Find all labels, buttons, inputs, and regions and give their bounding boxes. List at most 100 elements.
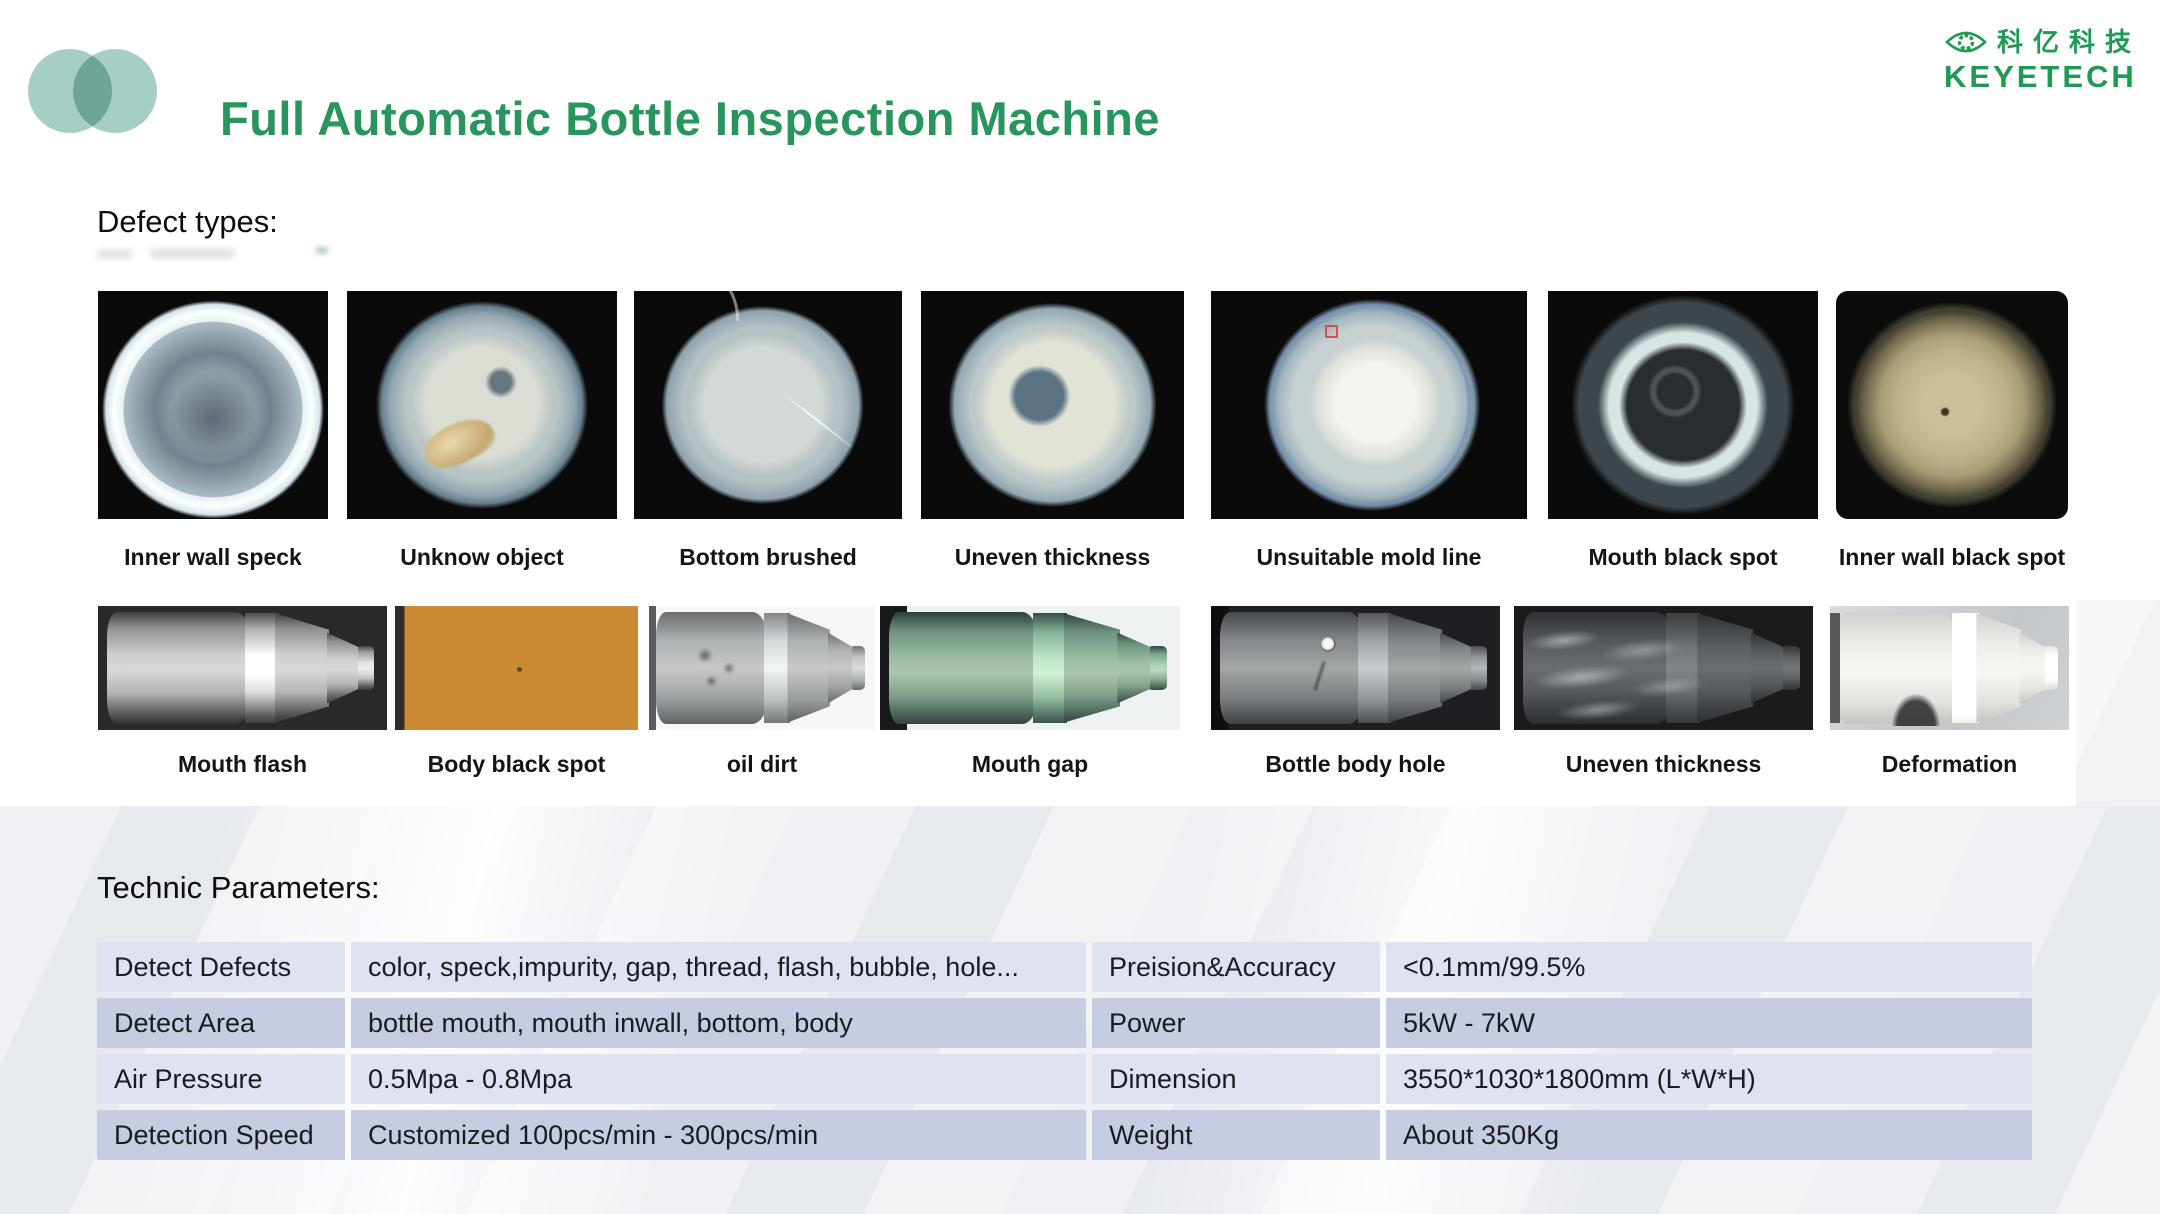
param-value: Customized 100pcs/min - 300pcs/min: [351, 1110, 1086, 1160]
bottle-mouth: [2044, 645, 2059, 691]
defect-image-oil-dirt: [649, 606, 875, 730]
defect-figure-uneven-thickness-body: Uneven thickness: [1514, 606, 1813, 778]
defect-figure-unsuitable-mold-line: Unsuitable mold line: [1211, 291, 1527, 571]
defect-image-mouth-gap: [880, 606, 1180, 730]
keyetech-logo-top: 科亿科技: [1944, 28, 2144, 56]
param-value: bottle mouth, mouth inwall, bottom, body: [351, 998, 1086, 1048]
defect-image-inner-wall-speck: [98, 291, 328, 519]
defect-image-uneven-thickness-body: [1514, 606, 1813, 730]
bottle-mouth: [1470, 645, 1488, 691]
defect-label: Uneven thickness: [1565, 751, 1762, 777]
bottle-shoulder: [275, 613, 330, 723]
bottle-body: [1219, 612, 1364, 724]
bottle-body: [655, 612, 769, 724]
company-circles-logo: [0, 0, 200, 160]
bottle-neck: [326, 632, 360, 704]
technic-parameters-label: Technic Parameters:: [97, 870, 380, 905]
bottle-mouth: [357, 645, 375, 691]
bottle-silhouette: [655, 612, 868, 724]
bottle-body: [106, 612, 251, 724]
defect-label: oil dirt: [726, 751, 798, 777]
param-name: Detection Speed: [97, 1110, 345, 1160]
bottle-band: [1951, 613, 1979, 723]
defect-figure-inner-wall-black-spot: Inner wall black spot: [1836, 291, 2068, 571]
defect-figure-deformation: Deformation: [1830, 606, 2069, 778]
bottle-body: [402, 612, 523, 724]
keyetech-english-name: KEYETECH: [1944, 59, 2137, 94]
bottle-silhouette: [402, 612, 630, 724]
bottle-silhouette: [106, 612, 379, 724]
defect-figure-unknow-object: Unknow object: [347, 291, 617, 571]
defect-image-bottle-body-hole: [1211, 606, 1500, 730]
bottle-shoulder: [1063, 613, 1121, 723]
faded-artifact: [97, 249, 133, 259]
param-name: Weight: [1092, 1110, 1380, 1160]
logo-circle-right: [73, 49, 157, 133]
param-name: Detect Area: [97, 998, 345, 1048]
defect-label: Bottom brushed: [679, 544, 857, 570]
defect-types-label: Defect types:: [97, 204, 278, 239]
bottle-silhouette: [1219, 612, 1492, 724]
param-value: 5kW - 7kW: [1386, 998, 2032, 1048]
param-name: Air Pressure: [97, 1054, 345, 1104]
defect-image-uneven-thickness-top: [921, 291, 1184, 519]
defect-figure-uneven-thickness-top: Uneven thickness: [921, 291, 1184, 571]
keyetech-logo: 科亿科技 KEYETECH: [1944, 28, 2144, 92]
param-value: <0.1mm/99.5%: [1386, 942, 2032, 992]
bottle-band: [1032, 613, 1067, 723]
bottle-mouth: [852, 645, 865, 691]
bottle-neck: [2019, 632, 2047, 704]
defect-image-deformation: [1830, 606, 2069, 730]
page-title: Full Automatic Bottle Inspection Machine: [220, 92, 1161, 146]
defect-figure-mouth-gap: Mouth gap: [880, 606, 1180, 778]
bottle-shoulder: [1976, 613, 2022, 723]
bottle-neck: [1439, 632, 1473, 704]
bottle-shoulder: [1697, 613, 1754, 723]
defect-image-inner-wall-black-spot: [1836, 291, 2068, 519]
bottle-silhouette: [1522, 612, 1804, 724]
bottle-mouth: [1782, 645, 1800, 691]
bottle-band: [245, 613, 278, 723]
bottle-neck: [1750, 632, 1785, 704]
defect-label: Bottle body hole: [1265, 751, 1446, 777]
bottle-mouth: [1149, 645, 1167, 691]
defect-label: Mouth flash: [177, 751, 308, 777]
defect-label: Body black spot: [427, 751, 606, 777]
param-value: 3550*1030*1800mm (L*W*H): [1386, 1054, 2032, 1104]
defect-label: Unsuitable mold line: [1256, 544, 1482, 570]
defect-image-bottom-brushed: [634, 291, 902, 519]
defect-figure-mouth-flash: Mouth flash: [98, 606, 387, 778]
bottle-silhouette: [889, 612, 1171, 724]
bottle-mouth: [614, 646, 628, 691]
faded-artifact: [150, 248, 235, 259]
param-value: color, speck,impurity, gap, thread, flas…: [351, 942, 1086, 992]
param-name: Preision&Accuracy: [1092, 942, 1380, 992]
bottle-neck: [1117, 632, 1152, 704]
bottle-band: [519, 613, 546, 722]
defect-label: Inner wall black spot: [1838, 544, 2066, 570]
background-texture-right: [2070, 600, 2160, 810]
bottle-silhouette: [1837, 612, 2062, 724]
defect-label: Unknow object: [400, 544, 564, 570]
red-marker: [1324, 325, 1338, 339]
defect-image-mouth-flash: [98, 606, 387, 730]
param-name: Detect Defects: [97, 942, 345, 992]
param-value: About 350Kg: [1386, 1110, 2032, 1160]
bottle-band: [1666, 613, 1701, 723]
bottle-neck: [587, 633, 614, 704]
defect-label: Mouth black spot: [1588, 544, 1778, 570]
defect-label: Uneven thickness: [954, 544, 1151, 570]
defect-image-body-black-spot: [395, 606, 638, 730]
bottle-body: [889, 612, 1039, 724]
bottle-shoulder: [1388, 613, 1443, 723]
defect-label: Deformation: [1881, 751, 2018, 777]
defect-figure-bottom-brushed: Bottom brushed: [634, 291, 902, 571]
param-value: 0.5Mpa - 0.8Mpa: [351, 1054, 1086, 1104]
bottle-shoulder: [544, 613, 590, 722]
param-name: Power: [1092, 998, 1380, 1048]
bottle-body: [1837, 612, 1957, 724]
defect-figure-body-black-spot: Body black spot: [395, 606, 638, 778]
bottle-shoulder: [787, 613, 830, 723]
keyetech-chinese-name: 科亿科技: [1997, 27, 2142, 57]
param-name: Dimension: [1092, 1054, 1380, 1104]
